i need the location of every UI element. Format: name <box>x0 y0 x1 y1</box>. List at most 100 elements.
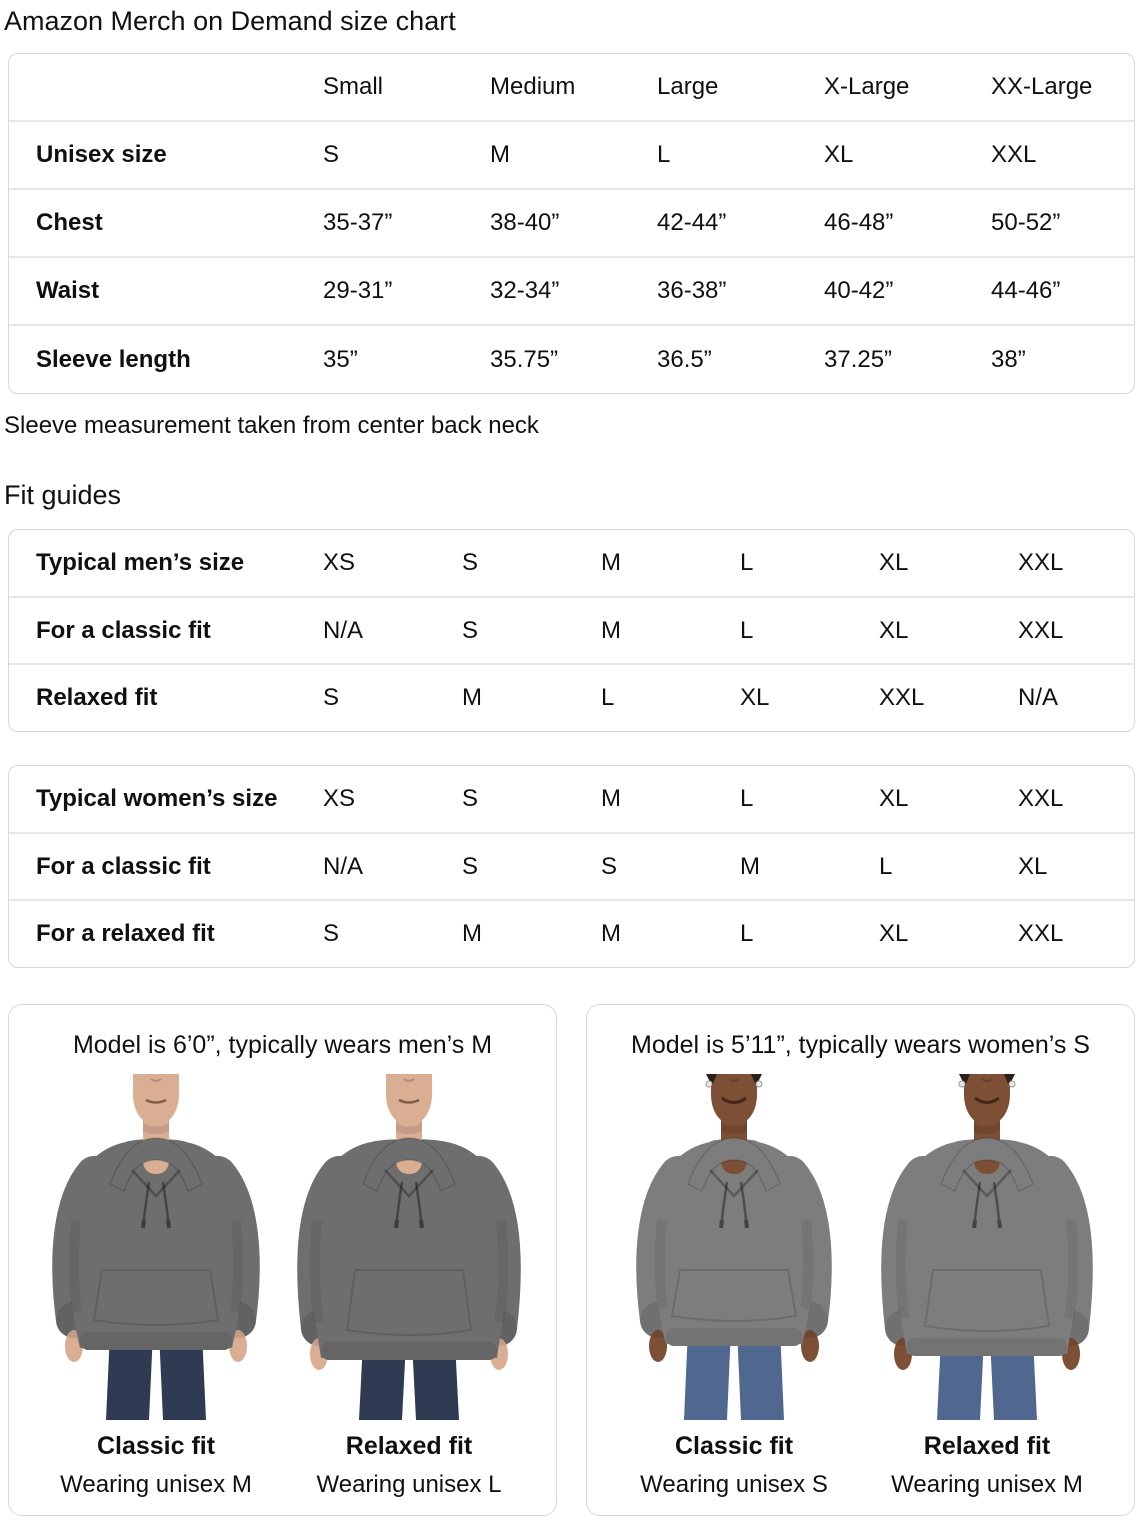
table-row: Typical men’s size XS S M L XL XXL <box>9 530 1134 597</box>
row-label: Typical men’s size <box>36 549 245 576</box>
table-row: Typical women’s size XS S M L XL XXL <box>9 766 1134 833</box>
table-cell: 38-40” <box>490 209 560 236</box>
model-photo <box>614 1070 854 1420</box>
table-cell: XL <box>1018 852 1048 880</box>
sleeve-note: Sleeve measurement taken from center bac… <box>4 412 539 439</box>
table-cell: 44-46” <box>991 277 1061 304</box>
model-figure: Relaxed fit Wearing unisex L <box>288 1070 531 1499</box>
table-cell: 35-37” <box>323 209 393 236</box>
row-label: Unisex size <box>36 141 167 168</box>
table-row: For a relaxed fit S M M L XL XXL <box>9 900 1134 967</box>
model-figure: Classic fit Wearing unisex S <box>613 1070 856 1499</box>
table-cell: L <box>740 785 754 812</box>
table-cell: S <box>323 920 340 947</box>
table-cell: L <box>879 852 893 880</box>
table-row: Waist 29-31” 32-34” 36-38” 40-42” 44-46” <box>9 257 1134 325</box>
figure-title: Relaxed fit <box>923 1432 1051 1460</box>
page-title: Amazon Merch on Demand size chart <box>4 6 456 36</box>
table-cell: S <box>462 785 479 812</box>
column-header: Large <box>657 73 719 100</box>
table-cell: 35” <box>323 345 358 373</box>
table-cell: S <box>323 141 340 168</box>
figure-row: Classic fit Wearing unisex M Relaxed fit… <box>17 1070 548 1499</box>
panel-heading: Model is 6’0”, typically wears men’s M <box>72 1031 493 1059</box>
table-cell: L <box>601 684 615 711</box>
table-row: Relaxed fit S M L XL XXL N/A <box>9 664 1134 731</box>
table-cell: M <box>601 920 621 947</box>
column-header: Small <box>323 73 384 100</box>
mens-fit-table: Typical men’s size XS S M L XL XXL For a classi… <box>8 529 1135 732</box>
table-row: Unisex size S M L XL XXL <box>9 121 1134 189</box>
row-label: Chest <box>36 209 103 236</box>
figure-title: Classic fit <box>96 1432 216 1460</box>
table-row: Sleeve length 35” 35.75” 36.5” 37.25” 38” <box>9 325 1134 393</box>
table-cell: 50-52” <box>991 209 1061 236</box>
table-cell: XS <box>323 785 356 812</box>
table-cell: 36-38” <box>657 277 727 304</box>
column-header: X-Large <box>824 73 910 100</box>
table-cell: 32-34” <box>490 277 560 304</box>
table-cell: 35.75” <box>490 345 559 373</box>
figure-subtitle: Wearing unisex M <box>891 1471 1083 1498</box>
table-cell: 42-44” <box>657 209 727 236</box>
fit-panels: Model is 6’0”, typically wears men’s M C… <box>8 1004 1135 1516</box>
table-cell: L <box>740 549 754 576</box>
table-cell: 36.5” <box>657 345 712 373</box>
table-cell: 38” <box>991 345 1026 373</box>
table-cell: 29-31” <box>323 277 393 304</box>
table-cell: M <box>601 616 621 644</box>
table-cell: XL <box>740 684 770 711</box>
table-cell: XXL <box>1018 616 1064 644</box>
table-cell: S <box>601 852 618 880</box>
figure-subtitle: Wearing unisex M <box>60 1471 252 1498</box>
womens-fit-panel: Model is 5’11”, typically wears women’s … <box>586 1004 1135 1516</box>
table-cell: M <box>462 920 482 947</box>
table-cell: XS <box>323 549 356 576</box>
table-cell: XXL <box>991 141 1037 168</box>
model-figure: Classic fit Wearing unisex M <box>35 1070 278 1499</box>
table-cell: L <box>740 616 754 644</box>
row-label: Waist <box>36 277 100 304</box>
table-cell: XXL <box>1018 549 1064 576</box>
row-label: Typical women’s size <box>36 785 278 812</box>
size-chart-table: Small Medium Large X-Large XX-Large Unisex si… <box>8 53 1135 394</box>
table-cell: N/A <box>323 616 364 644</box>
table-cell: XXL <box>879 684 925 711</box>
table-cell: M <box>601 549 621 576</box>
table-cell: S <box>323 684 340 711</box>
row-label: Relaxed fit <box>36 684 158 711</box>
table-cell: N/A <box>323 852 364 880</box>
table-cell: 37.25” <box>824 345 893 373</box>
row-label: For a relaxed fit <box>36 920 215 947</box>
table-cell: M <box>740 852 760 880</box>
womens-fit-table: Typical women’s size XS S M L XL XXL For a clas… <box>8 765 1135 968</box>
table-cell: S <box>462 549 479 576</box>
model-photo <box>36 1070 276 1420</box>
table-cell: M <box>601 785 621 812</box>
fit-guides-heading: Fit guides <box>4 480 122 510</box>
table-cell: 40-42” <box>824 277 894 304</box>
table-cell: XL <box>879 549 909 576</box>
table-cell: XL <box>879 785 909 812</box>
table-row: Chest 35-37” 38-40” 42-44” 46-48” 50-52” <box>9 189 1134 257</box>
table-cell: S <box>462 616 479 644</box>
panel-heading: Model is 5’11”, typically wears women’s … <box>631 1031 1090 1059</box>
table-cell: XXL <box>1018 785 1064 812</box>
model-figure: Relaxed fit Wearing unisex M <box>866 1070 1109 1499</box>
figure-subtitle: Wearing unisex S <box>640 1471 828 1498</box>
figure-subtitle: Wearing unisex L <box>316 1471 502 1498</box>
figure-title: Relaxed fit <box>345 1432 473 1460</box>
model-photo <box>867 1070 1107 1420</box>
table-cell: L <box>657 141 671 168</box>
table-cell: XL <box>879 920 909 947</box>
figure-row: Classic fit Wearing unisex S Relaxed fit… <box>595 1070 1126 1499</box>
table-cell: XL <box>879 616 909 644</box>
column-header: XX-Large <box>991 73 1093 100</box>
row-label: Sleeve length <box>36 345 191 373</box>
mens-fit-panel: Model is 6’0”, typically wears men’s M C… <box>8 1004 557 1516</box>
row-label: For a classic fit <box>36 616 211 644</box>
table-cell: N/A <box>1018 684 1059 711</box>
table-cell: L <box>740 920 754 947</box>
table-cell: M <box>490 141 510 168</box>
